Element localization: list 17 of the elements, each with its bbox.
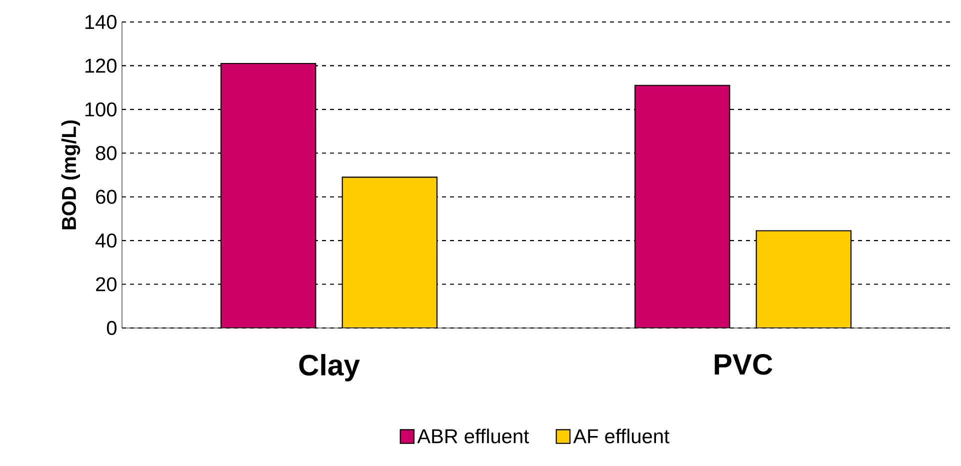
y-tick-label: 60 [96,190,116,204]
legend-label: ABR effluent [417,428,529,444]
y-tick-label: 80 [96,146,116,160]
bar [342,176,438,328]
bar [634,84,730,328]
y-tick-label: 120 [85,58,116,73]
y-tick-label: 140 [85,14,116,30]
y-tick-label: 100 [85,102,116,116]
bar [220,62,316,328]
x-tick-label: PVC [714,354,772,375]
y-tick-label: 20 [96,277,116,292]
x-tick-label: Clay [299,354,360,382]
bar [756,230,852,328]
y-tick-label: 0 [106,320,116,336]
y-axis-title: BOD (mg/L) [61,120,80,230]
y-tick-label: 40 [96,233,116,248]
legend-label: AF effluent [573,428,670,444]
